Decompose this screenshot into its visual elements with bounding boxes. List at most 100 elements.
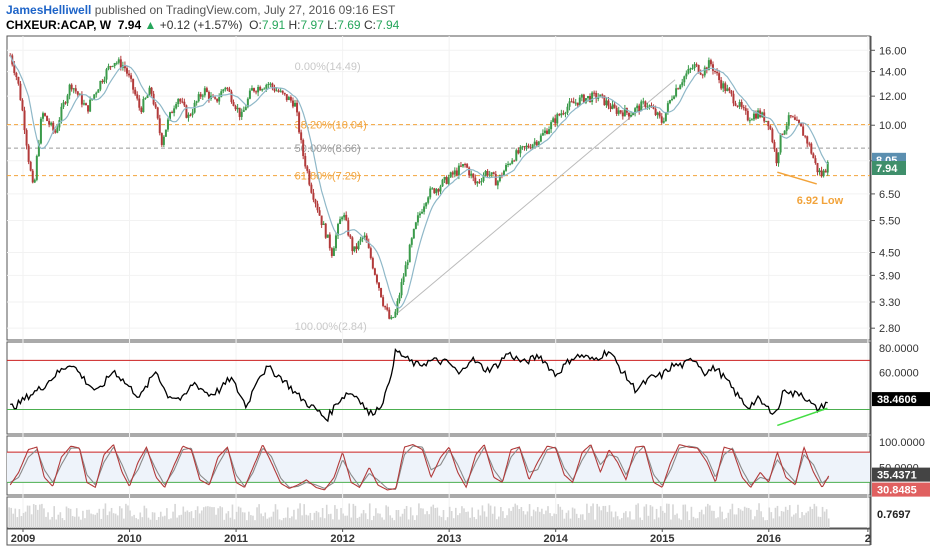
volume-bar xyxy=(246,520,248,528)
volume-bar xyxy=(774,507,777,528)
volume-bar xyxy=(530,516,533,528)
candle-body xyxy=(433,188,436,194)
volume-bar xyxy=(303,504,305,528)
candle-body xyxy=(82,103,85,105)
candle-body xyxy=(164,129,167,137)
candle-body xyxy=(50,122,53,125)
candle-body xyxy=(558,114,561,116)
candle-body xyxy=(521,146,524,148)
volume-bar xyxy=(682,504,685,528)
volume-bar xyxy=(678,518,680,528)
volume-bar xyxy=(28,505,31,528)
candle-body xyxy=(103,79,106,83)
volume-bar xyxy=(641,519,644,528)
time-tick-label: 2012 xyxy=(330,533,354,545)
volume-bar xyxy=(221,507,224,528)
volume-bar xyxy=(813,503,816,528)
candle-body xyxy=(496,181,499,186)
volume-bar xyxy=(711,510,713,528)
candle-body xyxy=(560,113,563,116)
volume-bar xyxy=(666,503,668,528)
volume-bar xyxy=(584,519,586,528)
candle-body xyxy=(584,98,587,103)
author-link[interactable]: JamesHelliwell xyxy=(6,3,92,17)
volume-bar xyxy=(10,507,12,528)
volume-bar xyxy=(477,509,480,528)
volume-bar xyxy=(250,515,252,528)
last-price: 7.94 xyxy=(117,18,142,32)
volume-bar xyxy=(674,514,676,528)
volume-bar xyxy=(82,510,84,528)
volume-bar xyxy=(121,508,123,528)
volume-bar xyxy=(430,506,433,528)
candle-body xyxy=(232,101,235,106)
volume-bar xyxy=(491,513,494,528)
candle-body xyxy=(289,97,292,101)
volume-bar xyxy=(63,520,66,528)
volume-bar xyxy=(602,505,605,528)
candle-body xyxy=(519,147,522,154)
candle-body xyxy=(740,102,743,108)
candle-body xyxy=(85,103,88,106)
candle-body xyxy=(166,119,169,130)
volume-bar xyxy=(672,504,674,528)
candle-body xyxy=(730,90,733,94)
fib-level-label: 61.80%(7.29) xyxy=(295,171,361,183)
candle-body xyxy=(66,95,69,104)
candle-body xyxy=(392,317,395,319)
candle-body xyxy=(666,103,669,112)
volume-bar xyxy=(657,517,660,528)
symbol-label: CHXEUR:ACAP, W xyxy=(6,18,112,32)
candle-body xyxy=(367,242,370,249)
candle-body xyxy=(722,83,725,89)
volume-bar xyxy=(88,509,90,528)
candle-body xyxy=(603,95,606,106)
volume-bar xyxy=(375,508,377,528)
volume-bar xyxy=(346,515,349,528)
candle-body xyxy=(339,219,342,225)
volume-bar xyxy=(514,503,517,528)
candle-body xyxy=(291,100,294,107)
volume-bar xyxy=(799,517,801,528)
volume-bar xyxy=(348,503,351,528)
candle-body xyxy=(531,144,534,149)
candle-body xyxy=(119,59,122,68)
volume-bar xyxy=(127,505,129,528)
volume-bar xyxy=(368,503,371,528)
volume-bar xyxy=(606,511,609,528)
price-tick-label: 2.80 xyxy=(879,323,900,335)
volume-bar xyxy=(637,503,639,528)
volume-bar xyxy=(397,509,400,528)
candle-body xyxy=(656,112,659,115)
volume-bar xyxy=(235,511,238,528)
candle-body xyxy=(597,96,600,99)
candle-body xyxy=(306,166,309,171)
volume-bar xyxy=(108,511,111,528)
volume-bar xyxy=(319,517,322,528)
volume-bar xyxy=(565,512,568,528)
volume-bar xyxy=(399,516,402,528)
candle-body xyxy=(373,268,376,275)
volume-bar xyxy=(625,511,627,528)
candle-body xyxy=(718,73,721,81)
volume-bar xyxy=(18,509,21,528)
volume-bar xyxy=(827,518,830,528)
candle-body xyxy=(447,177,450,184)
candle-body xyxy=(390,317,393,319)
candle-body xyxy=(664,111,667,122)
close-label: C: xyxy=(363,18,376,32)
candle-body xyxy=(197,94,200,102)
volume-bar xyxy=(69,508,72,528)
volume-indicator: 0.7697 xyxy=(8,503,922,528)
volume-bar xyxy=(8,507,10,528)
volume-bar xyxy=(389,515,392,528)
volume-bar xyxy=(327,514,330,528)
candle-body xyxy=(455,170,458,176)
volume-bar xyxy=(788,505,791,528)
candle-body xyxy=(140,107,143,113)
volume-bar xyxy=(612,517,615,528)
volume-bar xyxy=(239,507,242,528)
change-arrow-icon: ▲ xyxy=(144,18,157,32)
